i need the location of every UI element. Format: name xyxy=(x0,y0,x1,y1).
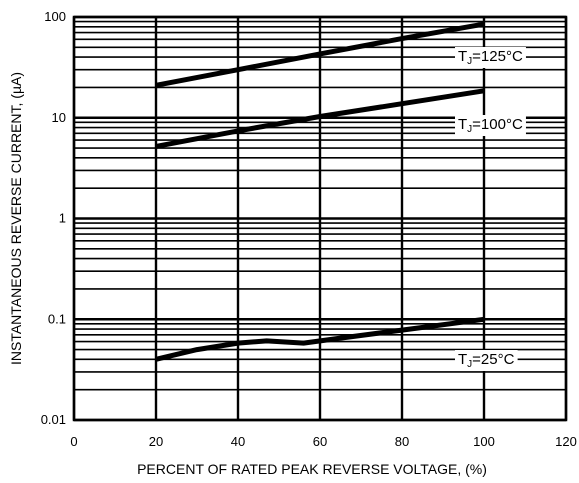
x-tick-label: 100 xyxy=(473,434,495,449)
series-label-t: T xyxy=(458,351,467,368)
series-line xyxy=(155,316,485,362)
y-tick-labels: 0.01 0.1 1 10 100 xyxy=(41,9,66,427)
series-label-t: T xyxy=(458,48,467,65)
series-lines xyxy=(155,21,485,362)
series-label-subscript: J xyxy=(467,56,472,67)
series-line xyxy=(155,21,485,88)
series-label-text: TJ=125°C xyxy=(458,48,523,67)
series-label-t: T xyxy=(458,116,467,133)
y-axis-title: INSTANTANEOUS REVERSE CURRENT, (µA) xyxy=(8,72,24,365)
series-label-background xyxy=(455,115,526,136)
series-label: TJ=100°C xyxy=(455,115,526,136)
x-axis-title: PERCENT OF RATED PEAK REVERSE VOLTAGE, (… xyxy=(137,461,487,477)
y-tick-label: 10 xyxy=(52,110,66,125)
x-tick-label: 60 xyxy=(313,434,327,449)
series-label-text: TJ=25°C xyxy=(458,351,515,370)
plot-frame xyxy=(72,15,568,422)
x-tick-label: 80 xyxy=(395,434,409,449)
series-label-background xyxy=(455,47,526,68)
y-tick-label: 0.01 xyxy=(41,412,66,427)
x-tick-label: 120 xyxy=(555,434,577,449)
series-label: TJ=25°C xyxy=(455,350,518,371)
y-tick-label: 1 xyxy=(59,211,66,226)
series-label-subscript: J xyxy=(467,359,472,370)
series-label-rest: =25°C xyxy=(472,351,514,368)
x-tick-label: 20 xyxy=(149,434,163,449)
x-tick-labels: 0 20 40 60 80 100 120 xyxy=(70,434,576,449)
y-tick-label: 0.1 xyxy=(48,311,66,326)
series-line xyxy=(155,88,485,149)
x-tick-label: 40 xyxy=(231,434,245,449)
series-label-background xyxy=(455,350,518,371)
series-label-rest: =100°C xyxy=(472,116,523,133)
x-tick-label: 0 xyxy=(70,434,77,449)
series-label-rest: =125°C xyxy=(472,48,523,65)
series-label: TJ=125°C xyxy=(455,47,526,68)
y-tick-label: 100 xyxy=(44,9,66,24)
series-label-subscript: J xyxy=(467,124,472,135)
series-labels: TJ=125°CTJ=100°CTJ=25°C xyxy=(455,47,526,371)
series-label-text: TJ=100°C xyxy=(458,116,523,135)
